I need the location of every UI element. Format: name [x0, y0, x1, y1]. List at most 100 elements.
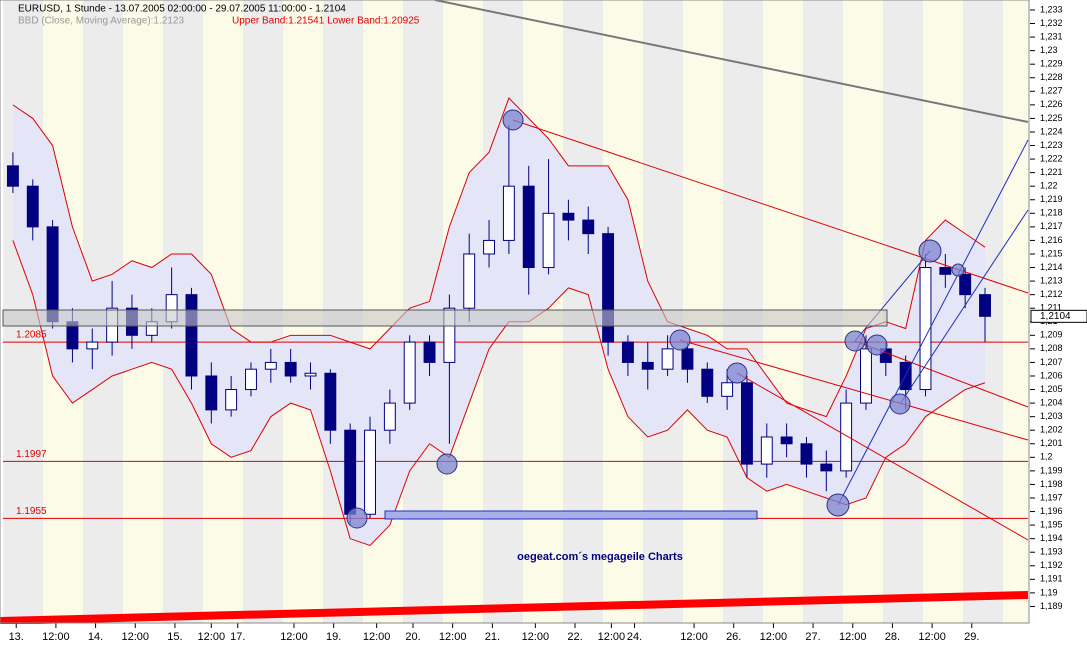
marker: [844, 330, 866, 352]
candle-body: [443, 307, 456, 363]
indicator-values: Upper Band:1.21541 Lower Band:1.20925: [232, 16, 420, 27]
candle-body: [542, 212, 555, 269]
y-tick-label: 1,207: [1040, 357, 1063, 367]
y-tick-label: 1,232: [1040, 18, 1063, 28]
candle-body: [621, 341, 634, 363]
x-tick-label: 12:00: [121, 631, 149, 643]
x-tick-label: 12:00: [839, 631, 867, 643]
last-price-label: 1,2104: [1040, 311, 1071, 322]
marker: [889, 393, 911, 415]
x-tick-label: 27.: [805, 631, 820, 643]
bollinger-band: [12, 97, 986, 418]
y-tick-label: 1,195: [1040, 519, 1063, 529]
y-tick-label: 1,196: [1040, 506, 1063, 516]
candle-body: [245, 368, 257, 391]
y-axis-panel: [1030, 0, 1087, 647]
candle-body: [760, 436, 773, 465]
candle-body: [641, 361, 654, 370]
candle-body: [780, 436, 793, 445]
x-tick-label: 14.: [88, 631, 103, 643]
y-tick-label: 1,219: [1040, 194, 1063, 204]
y-tick-label: 1,221: [1040, 167, 1063, 177]
candle-body: [225, 389, 238, 411]
candle-body: [364, 429, 376, 515]
candle-body: [800, 443, 813, 465]
x-tick-label: 20.: [405, 631, 420, 643]
x-tick-label: 12:00: [439, 631, 467, 643]
y-tick-label: 1,199: [1040, 465, 1063, 475]
candle-body: [522, 185, 535, 269]
candle-body: [264, 361, 277, 370]
candle-body: [939, 267, 952, 275]
y-tick-label: 1,208: [1040, 343, 1063, 353]
candle-body: [740, 382, 753, 465]
x-tick-label: 19.: [326, 631, 341, 643]
candle-body: [502, 185, 515, 241]
y-tick-label: 1,233: [1040, 4, 1063, 14]
zone: [384, 510, 758, 520]
trend-line: [512, 119, 1029, 294]
candle-body: [483, 239, 496, 255]
y-tick-label: 1,202: [1040, 425, 1063, 435]
y-tick-label: 1,228: [1040, 72, 1063, 82]
candle-body: [681, 348, 694, 370]
trend-line: [736, 372, 1029, 541]
y-tick-label: 1,226: [1040, 99, 1063, 109]
y-tick-label: 1,193: [1040, 547, 1063, 557]
candle-body: [284, 361, 297, 377]
candle-body: [582, 219, 595, 235]
y-tick-label: 1,189: [1040, 601, 1063, 611]
level-label: 1.1955: [16, 506, 47, 517]
chart-title: EURUSD, 1 Stunde - 13.07.2005 02:00:00 -…: [18, 4, 346, 15]
y-tick-label: 1,194: [1040, 533, 1063, 543]
candle-body: [6, 165, 19, 187]
candle-body: [403, 341, 416, 404]
x-tick-label: 12:00: [363, 631, 391, 643]
y-tick-label: 1,224: [1040, 126, 1063, 136]
candle-body: [26, 185, 39, 228]
y-tick-label: 1,2: [1040, 452, 1053, 462]
indicator-label: BBD (Close, Moving Average):1.2123: [18, 16, 184, 27]
y-tick-label: 1,213: [1040, 275, 1063, 285]
y-tick-label: 1,197: [1040, 492, 1063, 502]
x-tick-label: 21.: [485, 631, 500, 643]
x-tick-label: 12:00: [918, 631, 946, 643]
candle-body: [959, 273, 972, 296]
candle-body: [602, 233, 615, 343]
marker: [951, 263, 965, 277]
last-price-box: [1030, 309, 1087, 323]
drawings: [0, 0, 1029, 625]
candle-body: [840, 402, 853, 472]
x-tick-label: 12:00: [42, 631, 70, 643]
candle-body: [463, 253, 476, 309]
y-tick-label: 1,217: [1040, 221, 1063, 231]
x-tick-label: 12:00: [680, 631, 708, 643]
y-tick-label: 1,215: [1040, 248, 1063, 258]
candle-body: [562, 212, 575, 221]
candle-body: [46, 226, 59, 323]
candle-body: [344, 429, 357, 515]
y-tick-label: 1,206: [1040, 370, 1063, 380]
y-tick-label: 1,23: [1040, 45, 1058, 55]
watermark: oegeat.com´s megageile Charts: [517, 551, 683, 563]
y-tick-label: 1,192: [1040, 560, 1063, 570]
candle-body: [86, 341, 99, 350]
x-tick-label: 12:00: [760, 631, 788, 643]
x-tick-label: 12:00: [598, 631, 626, 643]
y-tick-label: 1,223: [1040, 140, 1063, 150]
x-tick-label: 29.: [964, 631, 979, 643]
level-label: 1.2085: [16, 330, 47, 341]
y-tick-label: 1,227: [1040, 86, 1063, 96]
x-tick-label: 28.: [885, 631, 900, 643]
candle-body: [185, 294, 198, 377]
marker: [866, 334, 888, 356]
y-tick-label: 1,216: [1040, 235, 1063, 245]
stripe: [1003, 0, 1028, 623]
trend-line: [679, 339, 1029, 441]
candle-body: [979, 294, 991, 317]
trend-line: [899, 209, 1029, 405]
y-tick-label: 1,201: [1040, 438, 1063, 448]
x-tick-label: 12:00: [280, 631, 308, 643]
y-tick-label: 1,218: [1040, 208, 1063, 218]
